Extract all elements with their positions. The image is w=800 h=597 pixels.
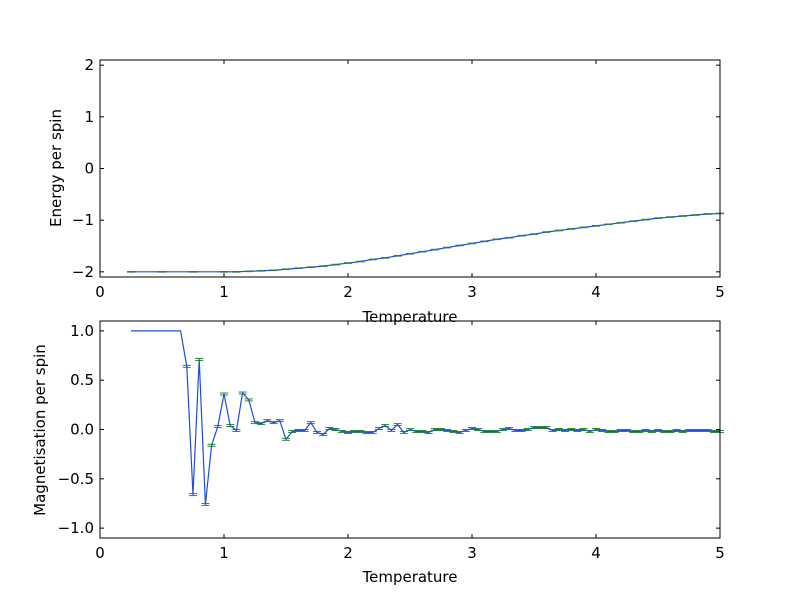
magnetisation-x-tick-label: 1 — [219, 544, 229, 562]
energy-subplot: 0 1 2 3 4 5 −2 −1 0 1 2 Temperature Energy per spi… — [47, 56, 725, 326]
magnetisation-y-tick-label: 1.0 — [70, 322, 94, 340]
energy-x-tick-label: 5 — [715, 283, 725, 301]
magnetisation-y-tick-label: −1.0 — [58, 519, 94, 537]
energy-y-axis-label: Energy per spin — [47, 109, 65, 227]
magnetisation-x-tick-label: 2 — [343, 544, 353, 562]
magnetisation-x-tick-label: 4 — [591, 544, 601, 562]
energy-x-tick-label: 0 — [95, 283, 105, 301]
energy-x-axis-label: Temperature — [361, 308, 457, 326]
magnetisation-ticks: 0 1 2 3 4 5 −1.0 −0.5 0.0 0.5 1.0 — [58, 321, 725, 562]
energy-y-tick-label: 2 — [84, 56, 94, 74]
energy-ticks: 0 1 2 3 4 5 −2 −1 0 1 2 — [72, 56, 725, 301]
magnetisation-y-tick-label: 0.0 — [70, 421, 94, 439]
magnetisation-subplot: 0 1 2 3 4 5 −1.0 −0.5 0.0 0.5 1.0 Temperature Magn… — [31, 320, 725, 586]
energy-x-tick-label: 1 — [219, 283, 229, 301]
energy-y-tick-label: 1 — [84, 108, 94, 126]
magnetisation-x-tick-label: 5 — [715, 544, 725, 562]
magnetisation-x-tick-label: 0 — [95, 544, 105, 562]
energy-y-tick-label: −1 — [72, 211, 94, 229]
energy-y-tick-label: −2 — [72, 263, 94, 281]
energy-x-tick-label: 4 — [591, 283, 601, 301]
energy-x-tick-label: 2 — [343, 283, 353, 301]
energy-series — [127, 212, 724, 273]
magnetisation-y-tick-label: 0.5 — [70, 371, 94, 389]
magnetisation-line — [131, 330, 720, 505]
magnetisation-y-axis-label: Magnetisation per spin — [31, 344, 49, 516]
magnetisation-y-tick-label: −0.5 — [58, 470, 94, 488]
magnetisation-series — [131, 330, 724, 506]
magnetisation-x-axis-label: Temperature — [361, 568, 457, 586]
magnetisation-x-tick-label: 3 — [467, 544, 477, 562]
energy-x-tick-label: 3 — [467, 283, 477, 301]
energy-y-tick-label: 0 — [84, 160, 94, 178]
